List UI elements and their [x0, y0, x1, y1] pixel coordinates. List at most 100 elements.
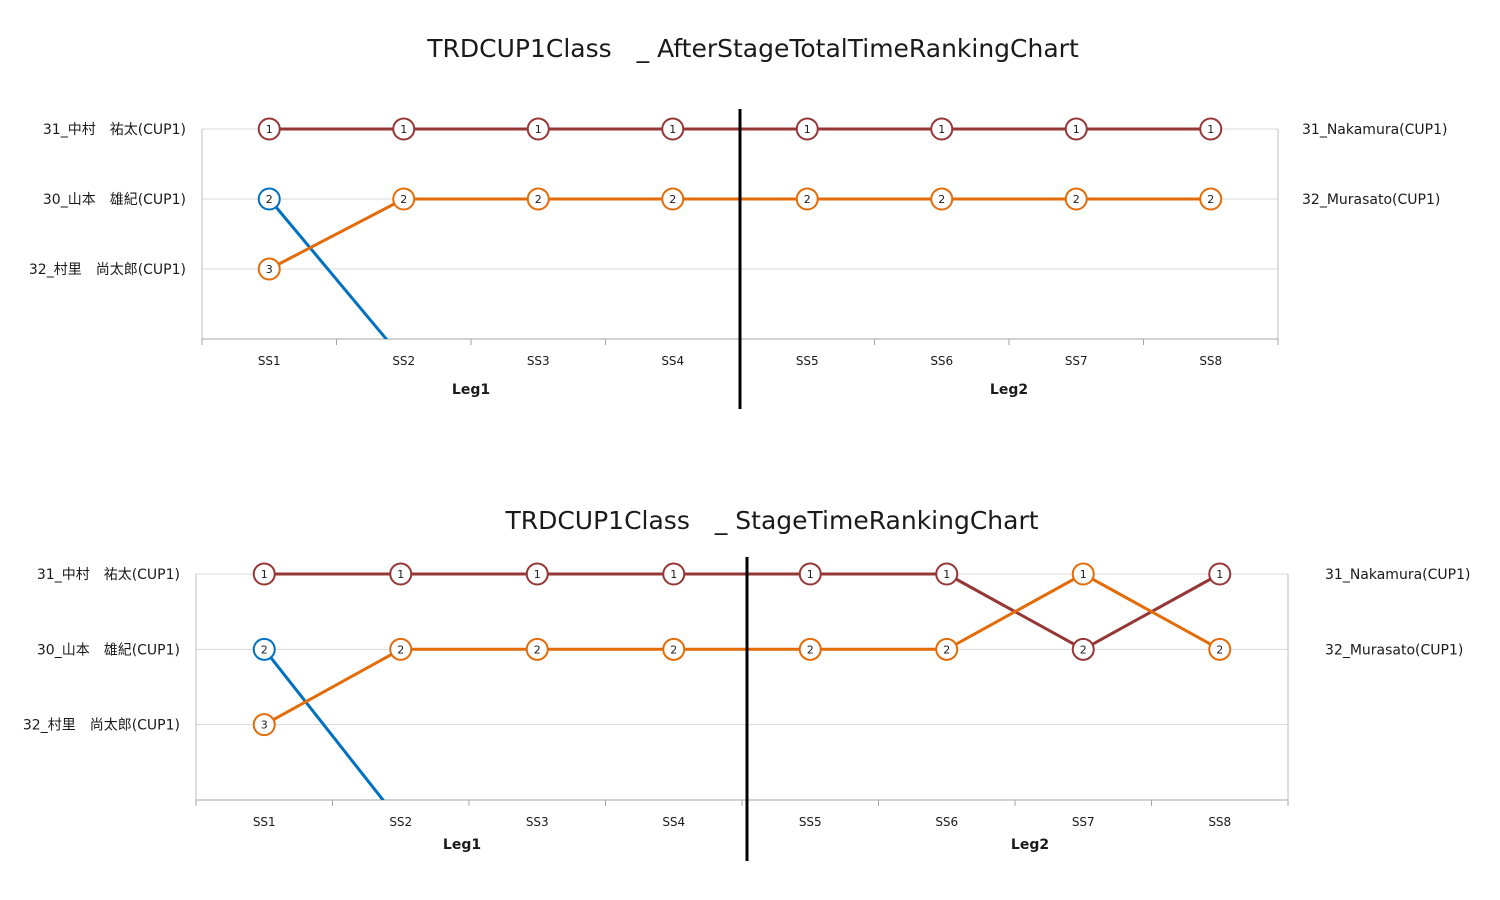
series-line	[263, 572, 1221, 727]
data-point: 2	[1199, 187, 1223, 211]
data-point: 2	[1064, 187, 1088, 211]
series-lines	[263, 572, 1221, 800]
data-point-marker	[662, 562, 686, 586]
chart-1: TRDCUP1Class _ AfterStageTotalTimeRankin…	[29, 34, 1447, 409]
right-rank-label: 32_Murasato(CUP1)	[1325, 642, 1463, 658]
data-point-marker	[798, 562, 822, 586]
series-line	[263, 648, 385, 800]
x-tick-label: SS3	[526, 815, 549, 829]
data-point-marker	[526, 117, 550, 141]
data-label: 2	[535, 193, 542, 206]
data-point-marker	[392, 187, 416, 211]
data-point: 2	[798, 637, 822, 661]
data-label: 1	[266, 123, 273, 136]
data-point: 2	[1071, 637, 1095, 661]
x-tick-label: SS3	[527, 354, 550, 368]
data-point-marker	[1064, 187, 1088, 211]
data-label: 2	[669, 193, 676, 206]
data-point-marker	[935, 637, 959, 661]
data-point-marker	[662, 637, 686, 661]
data-label: 2	[1080, 643, 1087, 656]
data-point: 1	[1208, 562, 1232, 586]
data-label: 1	[669, 123, 676, 136]
x-tick-label: SS6	[930, 354, 953, 368]
data-point: 1	[392, 117, 416, 141]
data-label: 2	[400, 193, 407, 206]
data-point: 1	[798, 562, 822, 586]
left-rank-label: 30_山本 雄紀(CUP1)	[37, 642, 180, 658]
data-point-marker	[795, 187, 819, 211]
data-point-marker	[257, 257, 281, 281]
chart-title: TRDCUP1Class _ AfterStageTotalTimeRankin…	[426, 34, 1079, 63]
data-point-marker	[1071, 637, 1095, 661]
data-label: 1	[534, 568, 541, 581]
right-rank-label: 31_Nakamura(CUP1)	[1325, 567, 1470, 583]
data-point-marker	[661, 117, 685, 141]
data-label: 2	[1216, 643, 1223, 656]
data-point: 1	[1199, 117, 1223, 141]
left-rank-label: 31_中村 祐太(CUP1)	[37, 567, 180, 583]
x-tick-label: SS6	[935, 815, 958, 829]
data-point: 1	[525, 562, 549, 586]
data-point-marker	[1208, 562, 1232, 586]
data-label: 2	[804, 193, 811, 206]
data-label: 2	[261, 643, 268, 656]
data-point: 2	[661, 187, 685, 211]
data-point: 3	[257, 257, 281, 281]
data-label: 2	[1207, 193, 1214, 206]
x-tick-label: SS4	[661, 354, 684, 368]
data-label: 2	[1073, 193, 1080, 206]
data-label: 1	[535, 123, 542, 136]
data-label: 2	[807, 643, 814, 656]
data-point-marker	[525, 637, 549, 661]
data-label: 2	[943, 643, 950, 656]
right-rank-label: 32_Murasato(CUP1)	[1302, 192, 1440, 208]
data-label: 1	[804, 123, 811, 136]
data-label: 2	[397, 643, 404, 656]
data-point-marker	[392, 117, 416, 141]
x-tick-label: SS2	[392, 354, 415, 368]
data-point: 1	[1071, 562, 1095, 586]
data-label: 2	[266, 193, 273, 206]
x-tick-label: SS5	[799, 815, 822, 829]
data-point-marker	[930, 187, 954, 211]
data-point: 2	[662, 637, 686, 661]
data-point-marker	[798, 637, 822, 661]
data-point: 2	[389, 637, 413, 661]
right-rank-label: 31_Nakamura(CUP1)	[1302, 122, 1447, 138]
data-point: 1	[661, 117, 685, 141]
data-point-marker	[525, 562, 549, 586]
data-point-marker	[795, 117, 819, 141]
data-point-marker	[389, 637, 413, 661]
data-point-marker	[252, 562, 276, 586]
data-point: 2	[252, 637, 276, 661]
data-label: 1	[261, 568, 268, 581]
x-tick-label: SS1	[253, 815, 276, 829]
data-point-marker	[257, 117, 281, 141]
data-point-marker	[1199, 187, 1223, 211]
data-point-marker	[1071, 562, 1095, 586]
data-label: 1	[1080, 568, 1087, 581]
data-point: 2	[935, 637, 959, 661]
data-point: 1	[930, 117, 954, 141]
data-label: 2	[670, 643, 677, 656]
data-label: 1	[400, 123, 407, 136]
x-tick-label: SS4	[662, 815, 685, 829]
data-point-marker	[252, 637, 276, 661]
data-label: 3	[261, 719, 268, 732]
data-point-marker	[661, 187, 685, 211]
data-label: 1	[1216, 568, 1223, 581]
data-label: 2	[938, 193, 945, 206]
data-point-marker	[257, 187, 281, 211]
data-point: 2	[930, 187, 954, 211]
x-tick-label: SS2	[389, 815, 412, 829]
data-label: 1	[938, 123, 945, 136]
data-point: 1	[935, 562, 959, 586]
data-point-marker	[935, 562, 959, 586]
left-rank-label: 32_村里 尚太郎(CUP1)	[29, 262, 186, 278]
series-line	[268, 198, 389, 339]
x-tick-label: SS5	[796, 354, 819, 368]
data-label: 2	[534, 643, 541, 656]
